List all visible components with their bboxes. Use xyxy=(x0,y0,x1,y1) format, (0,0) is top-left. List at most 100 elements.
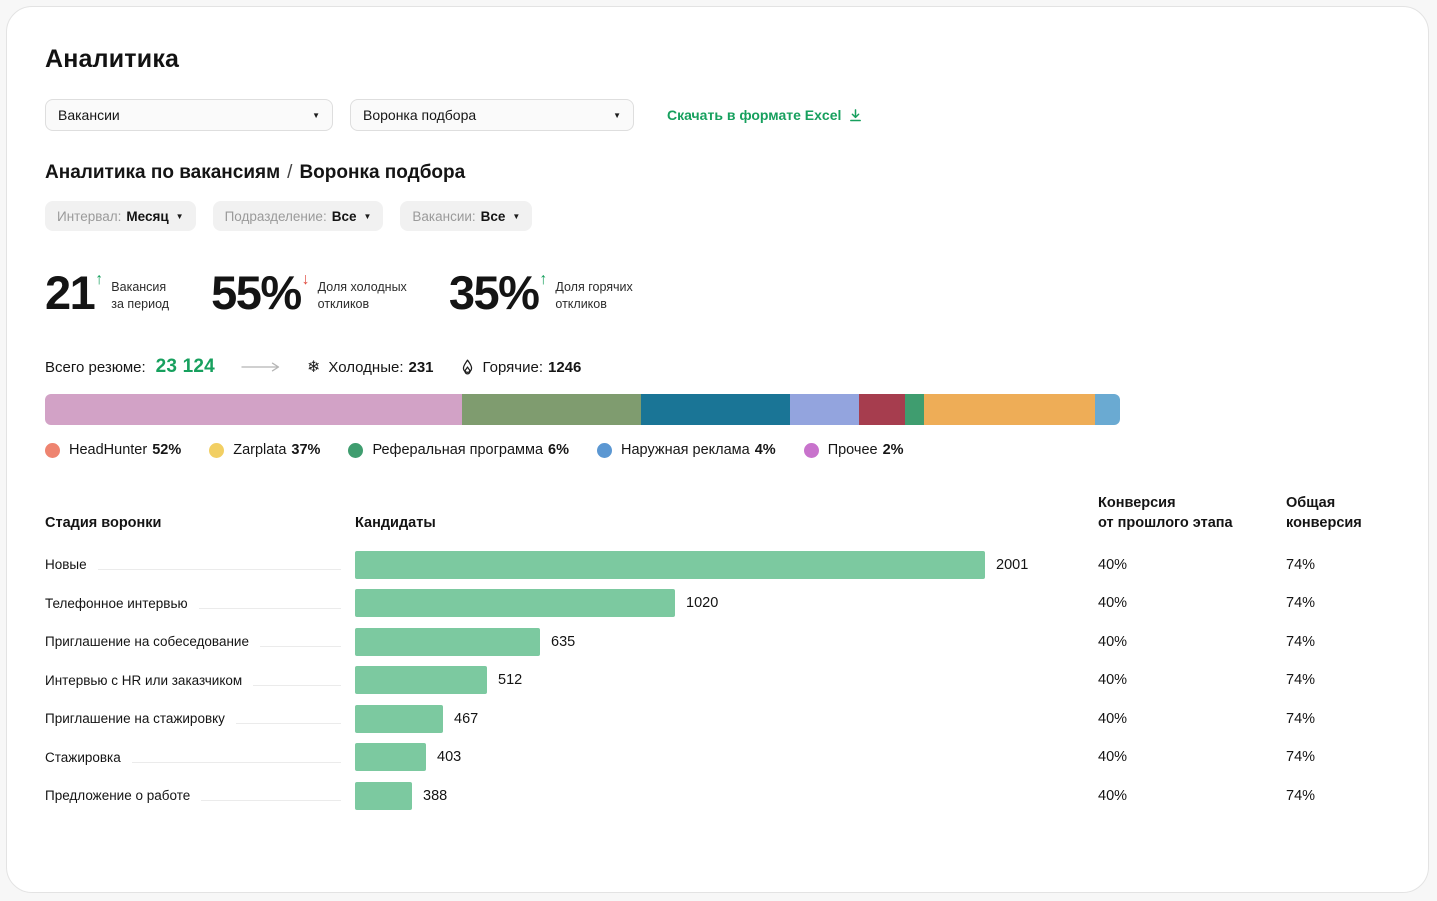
snowflake-icon: ❄ xyxy=(306,359,321,377)
header-conversion: Конверсия от прошлого этапа xyxy=(1098,495,1233,531)
legend-pct: 6% xyxy=(548,442,570,459)
table-row: Приглашение на собеседование 635 40% 74% xyxy=(45,622,1390,661)
department-filter-chip[interactable]: Подразделение: Все ▼ xyxy=(212,201,384,231)
legend-dot xyxy=(348,442,364,458)
toolbar: Вакансии ▼ Воронка подбора ▼ Скачать в ф… xyxy=(45,99,1390,131)
download-excel-link[interactable]: Скачать в формате Excel xyxy=(667,107,863,123)
trend-up-icon: ↑ xyxy=(539,271,548,288)
flame-icon xyxy=(460,358,475,376)
cold-label: Холодные: xyxy=(328,358,404,376)
breadcrumb-section: Аналитика по вакансиям xyxy=(45,162,281,183)
legend-item: Наружная реклама 4% xyxy=(597,442,776,458)
stage-label: Предложение о работе xyxy=(45,788,191,804)
total-conversion-value: 74% xyxy=(1286,710,1316,727)
kpi-hot-share-label: Доля горячих откликов xyxy=(555,280,633,311)
chevron-down-icon: ▼ xyxy=(613,110,621,120)
analytics-panel: Аналитика Вакансии ▼ Воронка подбора ▼ С… xyxy=(6,6,1429,893)
total-conversion-value: 74% xyxy=(1286,787,1316,804)
funnel-bar xyxy=(355,550,985,579)
source-bar-segment xyxy=(45,394,463,426)
department-filter-value: Все xyxy=(331,208,357,224)
report-type-dropdown[interactable]: Вакансии ▼ xyxy=(45,99,333,131)
kpi-cold-share: 55% ↓ Доля холодных откликов xyxy=(211,266,407,319)
leader-line xyxy=(97,569,341,571)
kpi-vacancies: 21 ↑ Вакансия за период xyxy=(45,266,170,319)
source-legend: HeadHunter 52% Zarplata 37% Реферальная … xyxy=(45,442,1390,458)
leader-line xyxy=(235,723,341,725)
candidates-value: 635 xyxy=(551,633,576,650)
total-conversion-value: 74% xyxy=(1286,749,1316,766)
total-conversion-value: 74% xyxy=(1286,595,1316,612)
legend-dot xyxy=(597,442,613,458)
legend-pct: 37% xyxy=(291,442,321,459)
arrow-right-icon xyxy=(241,362,281,372)
leader-line xyxy=(201,800,341,802)
cold-count: ❄ Холодные: 231 xyxy=(307,357,434,377)
interval-filter-chip[interactable]: Интервал: Месяц ▼ xyxy=(45,201,196,231)
candidates-value: 1020 xyxy=(686,595,719,612)
chevron-down-icon: ▼ xyxy=(363,211,372,221)
legend-name: HeadHunter xyxy=(69,442,148,459)
stage-label: Приглашение на собеседование xyxy=(45,634,249,650)
stage-label: Интервью с HR или заказчиком xyxy=(45,672,243,688)
vacancies-filter-chip[interactable]: Вакансии: Все ▼ xyxy=(400,201,533,231)
kpi-hot-share: 35% ↑ Доля горячих откликов xyxy=(449,269,633,316)
breadcrumb: Аналитика по вакансиям / Воронка подбора xyxy=(45,162,1390,184)
kpi-cold-share-value: 55% xyxy=(211,266,302,319)
download-icon xyxy=(850,108,862,121)
chevron-down-icon: ▼ xyxy=(512,211,521,221)
hot-label: Горячие: xyxy=(482,358,543,376)
funnel-bar xyxy=(355,743,426,772)
legend-dot xyxy=(45,442,60,458)
funnel-bar xyxy=(355,589,675,618)
kpi-row: 21 ↑ Вакансия за период 55% ↓ Доля холод… xyxy=(45,266,1390,319)
filter-bar: Интервал: Месяц ▼ Подразделение: Все ▼ В… xyxy=(45,201,1390,231)
legend-dot xyxy=(209,442,225,458)
stage-label: Стажировка xyxy=(45,749,121,765)
trend-up-icon: ↑ xyxy=(95,271,104,288)
kpi-cold-share-label: Доля холодных откликов xyxy=(317,280,407,311)
legend-name: Zarplata xyxy=(233,442,287,459)
conversion-value: 40% xyxy=(1098,672,1128,689)
funnel-bar xyxy=(355,627,540,656)
legend-item: Zarplata 37% xyxy=(209,442,320,458)
header-stage: Стадия воронки xyxy=(45,514,162,531)
total-conversion-value: 74% xyxy=(1286,672,1316,689)
funnel-bar xyxy=(355,704,443,733)
table-row: Телефонное интервью 1020 40% 74% xyxy=(45,584,1390,623)
download-excel-label: Скачать в формате Excel xyxy=(667,107,842,123)
funnel-rows: Новые 2001 40% 74% Телефонное интервью 1… xyxy=(45,545,1390,815)
funnel-table: Стадия воронки Кандидаты Конверсия от пр… xyxy=(45,494,1390,815)
totals-value: 23 124 xyxy=(155,356,215,378)
kpi-vacancies-value: 21 xyxy=(45,266,96,319)
total-conversion-value: 74% xyxy=(1286,556,1316,573)
hot-value: 1246 xyxy=(548,358,582,376)
breadcrumb-separator: / xyxy=(287,162,293,183)
legend-item: HeadHunter 52% xyxy=(45,442,181,458)
source-bar-segment xyxy=(904,394,925,426)
leader-line xyxy=(131,761,341,763)
leader-line xyxy=(259,646,341,648)
conversion-value: 40% xyxy=(1098,556,1128,573)
funnel-bar xyxy=(355,781,412,810)
legend-item: Прочее 2% xyxy=(803,442,904,458)
page-title: Аналитика xyxy=(45,45,180,73)
candidates-value: 2001 xyxy=(996,556,1029,573)
legend-pct: 52% xyxy=(152,442,182,459)
source-bar-segment xyxy=(640,394,790,426)
source-bar-segment xyxy=(924,394,1096,426)
stage-label: Телефонное интервью xyxy=(45,595,188,611)
funnel-bar xyxy=(355,666,487,695)
chevron-down-icon: ▼ xyxy=(175,211,184,221)
legend-name: Реферальная программа xyxy=(372,442,544,459)
chevron-down-icon: ▼ xyxy=(312,110,320,120)
cold-value: 231 xyxy=(408,358,434,376)
department-filter-label: Подразделение: xyxy=(224,208,327,224)
report-view-dropdown[interactable]: Воронка подбора ▼ xyxy=(350,99,634,131)
leader-line xyxy=(253,684,341,686)
candidates-value: 403 xyxy=(437,749,462,766)
stage-label: Приглашение на стажировку xyxy=(45,711,225,727)
legend-pct: 4% xyxy=(754,442,776,459)
table-row: Приглашение на стажировку 467 40% 74% xyxy=(45,699,1390,738)
kpi-vacancies-label: Вакансия за период xyxy=(111,280,170,311)
